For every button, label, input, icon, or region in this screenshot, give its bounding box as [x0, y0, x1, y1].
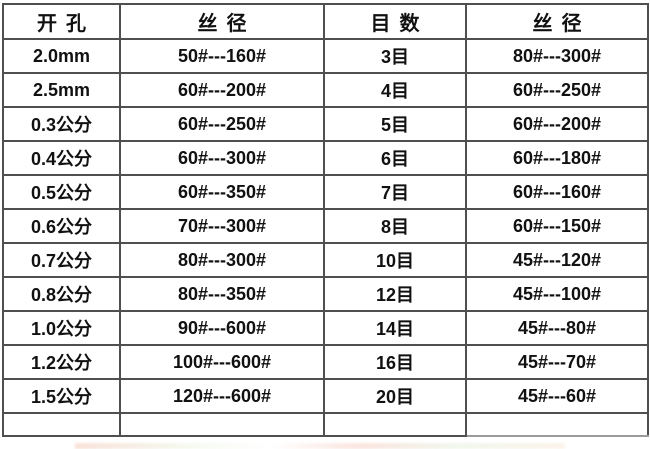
table-row: 0.3公分 60#---250# 5目 60#---200# [2, 106, 649, 142]
table-cell: 0.6公分 [2, 208, 121, 244]
table-row: 2.5mm 60#---200# 4目 60#---250# [2, 72, 649, 108]
table-row: 0.8公分 80#---350# 12目 45#---100# [2, 276, 649, 312]
table-cell: 20目 [323, 378, 467, 414]
watermark-remnant [75, 443, 565, 449]
table-cell: 60#---200# [465, 106, 649, 142]
table-cell: 10目 [323, 242, 467, 278]
table-cell [119, 412, 325, 437]
table-cell: 14目 [323, 310, 467, 346]
table-cell: 0.7公分 [2, 242, 121, 278]
table-header: 开孔 丝径 目数 丝径 [2, 3, 649, 40]
table-cell [323, 412, 467, 437]
table-cell: 45#---70# [465, 344, 649, 380]
table-cell: 2.5mm [2, 72, 121, 108]
table-cell: 12目 [323, 276, 467, 312]
table-cell: 8目 [323, 208, 467, 244]
column-header-2: 丝径 [119, 3, 325, 40]
column-header-3: 目数 [323, 3, 467, 40]
table-cell: 60#---250# [465, 72, 649, 108]
table-cell: 0.8公分 [2, 276, 121, 312]
table-cell: 45#---60# [465, 378, 649, 414]
table-cell: 60#---200# [119, 72, 325, 108]
header-row: 开孔 丝径 目数 丝径 [2, 3, 649, 40]
table-row: 0.5公分 60#---350# 7目 60#---160# [2, 174, 649, 210]
table-cell: 90#---600# [119, 310, 325, 346]
table-cell: 60#---150# [465, 208, 649, 244]
table-cell: 80#---350# [119, 276, 325, 312]
table-cell: 50#---160# [119, 38, 325, 74]
table-cell: 100#---600# [119, 344, 325, 380]
table-cell: 80#---300# [119, 242, 325, 278]
table-cell: 45#---120# [465, 242, 649, 278]
column-header-4: 丝径 [465, 3, 649, 40]
table-cell: 3目 [323, 38, 467, 74]
table-cell: 7目 [323, 174, 467, 210]
table-cell: 60#---180# [465, 140, 649, 176]
table-row: 1.0公分 90#---600# 14目 45#---80# [2, 310, 649, 346]
table-cell: 60#---250# [119, 106, 325, 142]
table-cell: 60#---350# [119, 174, 325, 210]
table-cell: 16目 [323, 344, 467, 380]
table-row: 0.4公分 60#---300# 6目 60#---180# [2, 140, 649, 176]
table-cell: 0.3公分 [2, 106, 121, 142]
partial-row [2, 412, 649, 437]
table-cell: 6目 [323, 140, 467, 176]
table-cell: 2.0mm [2, 38, 121, 74]
table-cell: 1.0公分 [2, 310, 121, 346]
table-row: 2.0mm 50#---160# 3目 80#---300# [2, 38, 649, 74]
mesh-spec-table: 开孔 丝径 目数 丝径 2.0mm 50#---160# 3目 80#---300# 2.5m… [2, 3, 649, 437]
table-cell: 1.2公分 [2, 344, 121, 380]
table-row: 1.5公分 120#---600# 20目 45#---60# [2, 378, 649, 414]
table-cell: 45#---80# [465, 310, 649, 346]
table-cell [465, 412, 649, 437]
table-cell: 45#---100# [465, 276, 649, 312]
table-row: 0.6公分 70#---300# 8目 60#---150# [2, 208, 649, 244]
table-cell: 1.5公分 [2, 378, 121, 414]
table-body: 2.0mm 50#---160# 3目 80#---300# 2.5mm 60#---20… [2, 38, 649, 437]
table-cell: 0.4公分 [2, 140, 121, 176]
table-row: 0.7公分 80#---300# 10目 45#---120# [2, 242, 649, 278]
table-cell: 60#---160# [465, 174, 649, 210]
table-cell: 5目 [323, 106, 467, 142]
table-cell: 70#---300# [119, 208, 325, 244]
table-cell [2, 412, 121, 437]
table-cell: 80#---300# [465, 38, 649, 74]
column-header-1: 开孔 [2, 3, 121, 40]
table-cell: 120#---600# [119, 378, 325, 414]
table-cell: 0.5公分 [2, 174, 121, 210]
table-row: 1.2公分 100#---600# 16目 45#---70# [2, 344, 649, 380]
table-cell: 4目 [323, 72, 467, 108]
table-cell: 60#---300# [119, 140, 325, 176]
